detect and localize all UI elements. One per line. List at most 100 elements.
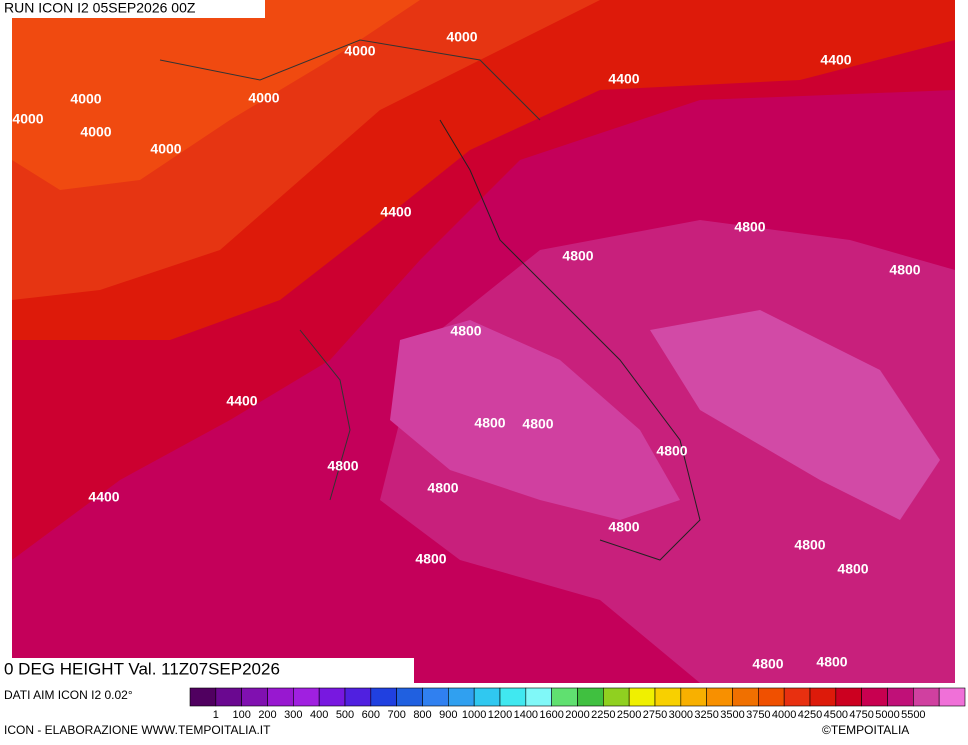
legend-swatch: [189, 687, 217, 707]
legend-label: 200: [258, 709, 276, 721]
legend-label: 3000: [669, 709, 693, 721]
legend-swatch: [628, 687, 656, 707]
contour-label: 4800: [656, 443, 687, 459]
legend-swatch: [758, 687, 785, 707]
region: [12, 0, 420, 190]
legend-label: 1400: [514, 709, 538, 721]
legend-swatch: [577, 687, 604, 707]
contour-label: 4800: [474, 415, 505, 431]
legend-swatch: [732, 687, 759, 707]
legend-swatch: [603, 687, 630, 707]
legend-swatch: [422, 687, 449, 707]
legend-label: 2250: [591, 709, 615, 721]
legend-swatch: [706, 687, 733, 707]
legend-label: 3750: [746, 709, 770, 721]
region: [650, 310, 940, 520]
legend-swatch: [913, 687, 940, 707]
header: RUN ICON I2 05SEP2026 00Z: [4, 0, 196, 16]
footer: ICON - ELABORAZIONE WWW.TEMPOITALIA.IT: [4, 723, 271, 737]
legend-label: 5000: [875, 709, 899, 721]
copyright: ©TEMPOITALIA: [822, 723, 909, 737]
contour-label: 4800: [816, 654, 847, 670]
contour-label: 4000: [344, 43, 375, 59]
legend-label: 700: [387, 709, 405, 721]
contour-label: 4400: [226, 393, 257, 409]
contour-label: 4400: [820, 52, 851, 68]
contour-label: 4800: [794, 537, 825, 553]
contour-label: 4800: [427, 480, 458, 496]
legend-label: 800: [413, 709, 431, 721]
legend-label: 300: [284, 709, 302, 721]
contour-label: 4400: [88, 489, 119, 505]
legend-swatch: [680, 687, 707, 707]
legend-swatch: [654, 687, 682, 707]
coastline: [439, 119, 701, 561]
contour-label: 4400: [380, 204, 411, 220]
legend-label: 4250: [798, 709, 822, 721]
contour-label: 4000: [70, 91, 101, 107]
legend-label: 2000: [565, 709, 589, 721]
contour-label: 4800: [752, 656, 783, 672]
legend-label: 4750: [849, 709, 873, 721]
legend-label: 4000: [772, 709, 796, 721]
legend-label: 400: [310, 709, 328, 721]
contour-label: 4000: [80, 124, 111, 140]
legend-label: 3500: [720, 709, 744, 721]
legend-label: 600: [362, 709, 380, 721]
legend-swatch: [344, 687, 372, 707]
legend-swatch: [783, 687, 811, 707]
contour-label: 4000: [446, 29, 477, 45]
legend-swatch: [396, 687, 423, 707]
legend-swatch: [241, 687, 268, 707]
header-box: [0, 0, 265, 18]
contour-label: 4800: [608, 519, 639, 535]
legend-swatch: [551, 687, 578, 707]
legend-swatch: [370, 687, 397, 707]
legend-swatch: [809, 687, 837, 707]
title-box: [0, 658, 414, 683]
map: [12, 0, 955, 683]
legend-swatch: [835, 687, 862, 707]
contour-label: 4000: [150, 141, 181, 157]
contour-label: 4800: [450, 323, 481, 339]
legend-label: 1: [213, 709, 219, 721]
legend-label: 4500: [824, 709, 848, 721]
legend-swatch: [499, 687, 527, 707]
legend-label: 3250: [694, 709, 718, 721]
legend-label: 900: [439, 709, 457, 721]
contour-label: 4800: [837, 561, 868, 577]
legend-label: 1000: [462, 709, 486, 721]
legend-label: 1200: [488, 709, 512, 721]
source: DATI AIM ICON I2 0.02°: [4, 688, 133, 702]
legend-swatch: [525, 687, 552, 707]
legend-swatch: [318, 687, 346, 707]
contour-label: 4400: [608, 71, 639, 87]
legend-swatch: [938, 687, 966, 707]
legend-label: 2500: [617, 709, 641, 721]
contour-label: 4800: [327, 458, 358, 474]
map-title: 0 DEG HEIGHT Val. 11Z07SEP2026: [4, 659, 280, 678]
legend-swatch: [267, 687, 294, 707]
legend-label: 1600: [539, 709, 563, 721]
contour-label: 4800: [734, 219, 765, 235]
legend-swatch: [293, 687, 320, 707]
border: [159, 39, 541, 501]
legend-swatch: [448, 687, 475, 707]
legend-label: 100: [232, 709, 250, 721]
legend-swatch: [887, 687, 914, 707]
legend-label: 2750: [643, 709, 667, 721]
legend-label: 5500: [901, 709, 925, 721]
legend-label: 500: [336, 709, 354, 721]
legend-swatch: [215, 687, 242, 707]
region: [390, 320, 680, 520]
contour-label: 4800: [522, 416, 553, 432]
contour-label: 4800: [889, 262, 920, 278]
contour-label: 4000: [12, 111, 43, 127]
contour-label: 4800: [562, 248, 593, 264]
legend-swatch: [861, 687, 888, 707]
legend-swatch: [473, 687, 501, 707]
contour-label: 4000: [248, 90, 279, 106]
contour-label: 4800: [415, 551, 446, 567]
